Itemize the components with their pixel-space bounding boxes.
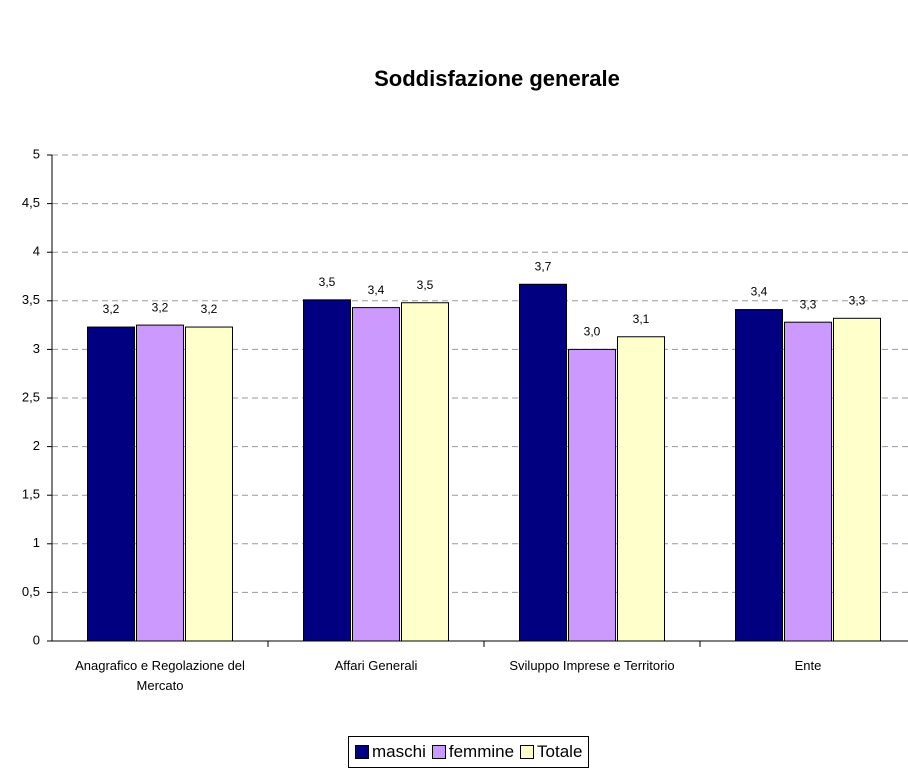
y-tick-label: 4,5 (22, 195, 40, 210)
x-tick-label: Sviluppo Imprese e Territorio (509, 658, 675, 673)
legend-swatch (355, 745, 369, 759)
x-tick-label: Ente (794, 658, 822, 673)
value-label: 3,0 (584, 325, 601, 339)
y-tick-label: 5 (33, 146, 40, 161)
legend-label: Totale (537, 742, 583, 761)
value-label: 3,2 (152, 300, 169, 314)
bar (185, 326, 233, 642)
y-tick-label: 2,5 (22, 389, 40, 404)
legend-label: maschi (372, 742, 426, 761)
value-label: 3,1 (633, 312, 650, 326)
y-tick-label: 3 (33, 341, 40, 356)
value-label: 3,4 (368, 283, 385, 297)
y-tick-label: 2 (33, 438, 40, 453)
x-tick-label: Anagrafico e Regolazione del Mercato (75, 658, 245, 693)
y-tick-label: 3,5 (22, 292, 40, 307)
value-label: 3,2 (201, 302, 218, 316)
bar (833, 317, 881, 642)
legend-item: Totale (520, 742, 582, 762)
value-label: 3,3 (800, 297, 817, 311)
bar (303, 299, 351, 642)
bar (519, 283, 567, 642)
y-tick-label: 0 (33, 632, 40, 647)
value-label: 3,5 (319, 275, 336, 289)
legend-label: femmine (448, 742, 515, 761)
bar (352, 307, 400, 642)
y-tick-label: 4 (33, 244, 40, 259)
value-label: 3,7 (535, 259, 552, 273)
value-label: 3,4 (751, 285, 768, 299)
legend-item: femmine (431, 742, 515, 762)
legend: maschi femmine Totale (348, 736, 590, 768)
bar (784, 321, 832, 642)
value-label: 3,5 (417, 278, 434, 292)
y-tick-label: 0,5 (22, 584, 40, 599)
bar (136, 324, 184, 642)
legend-swatch (431, 745, 446, 759)
y-tick-label: 1 (33, 535, 40, 550)
value-label: 3,2 (103, 302, 120, 316)
chart-title: Soddisfazione generale (374, 66, 620, 91)
legend-swatch (520, 745, 535, 759)
bar (568, 348, 616, 642)
value-label: 3,3 (849, 293, 866, 307)
bar (735, 309, 783, 642)
bar (87, 326, 135, 642)
bar (401, 302, 449, 642)
x-tick-label: Affari Generali (334, 658, 418, 673)
bar (617, 336, 665, 642)
legend-item: maschi (355, 742, 426, 762)
y-tick-label: 1,5 (22, 487, 40, 502)
